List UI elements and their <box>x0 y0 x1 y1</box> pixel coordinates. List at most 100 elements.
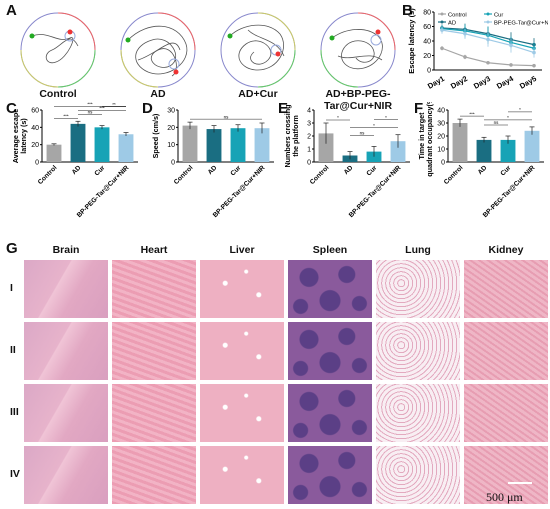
x-tick-label: AD <box>71 164 83 176</box>
panel-c-letter: C <box>6 100 17 117</box>
histology-tile-lung-iii <box>376 384 460 442</box>
y-tick-label: 2 <box>307 134 311 141</box>
y-tick-label: 0 <box>441 160 445 167</box>
bar <box>46 144 62 162</box>
y-tick-label: 4 <box>307 108 311 115</box>
y-axis-label: Time in target <box>418 112 426 160</box>
significance-label: *** <box>63 113 69 118</box>
significance-label: * <box>373 123 375 128</box>
x-tick-label: Cur <box>229 164 242 177</box>
significance-label: *** <box>469 111 475 116</box>
bar <box>390 141 406 162</box>
significance-label: ** <box>112 102 116 107</box>
histology-tile-liver-iv <box>200 446 284 504</box>
x-tick-label: Control <box>443 164 465 186</box>
panel-f-letter: F <box>414 100 424 117</box>
y-tick-label: 0 <box>307 160 311 167</box>
data-point <box>509 63 513 67</box>
x-tick-label: Day2 <box>449 74 469 91</box>
group-label-ad: AD <box>150 88 166 100</box>
bar <box>500 139 516 162</box>
bar <box>182 125 198 162</box>
significance-label: * <box>385 115 387 120</box>
histology-tile-kidney-ii <box>464 322 548 380</box>
histology-tile-brain-iv <box>24 446 108 504</box>
x-tick-label: Control <box>309 164 331 186</box>
histology-tile-liver-i <box>200 260 284 318</box>
significance-label: ns <box>360 131 366 136</box>
group-label-ad-cur: AD+Cur <box>238 88 278 100</box>
bar <box>230 128 246 162</box>
bar <box>452 123 468 162</box>
panel-e-letter: E <box>278 100 289 117</box>
y-axis-label: Numbers crossing <box>284 104 292 167</box>
data-point <box>463 55 467 59</box>
significance-label: ns <box>88 109 94 114</box>
y-tick-label: 40 <box>31 125 39 132</box>
row-label-iii: III <box>10 406 19 418</box>
maze-path-bp <box>320 12 396 88</box>
data-point <box>440 28 444 32</box>
bar <box>318 133 334 162</box>
legend-label: Control <box>448 13 467 19</box>
bar <box>366 151 382 162</box>
data-point <box>440 46 444 51</box>
legend-marker <box>486 20 490 24</box>
significance-label: *** <box>99 105 105 110</box>
scale-bar <box>508 482 532 484</box>
y-tick-label: 60 <box>31 108 39 115</box>
significance-label: * <box>337 115 339 120</box>
significance-label: * <box>519 107 521 112</box>
panel-b-letter: B <box>402 2 413 19</box>
maze-path-ad-cur <box>220 12 296 88</box>
histology-tile-spleen-iii <box>288 384 372 442</box>
histology-tile-spleen-i <box>288 260 372 318</box>
y-tick-label: 3 <box>307 121 311 128</box>
y-tick-label: 20 <box>423 53 431 60</box>
organ-title-kidney: Kidney <box>488 244 524 256</box>
row-label-iv: IV <box>10 468 20 480</box>
row-label-ii: II <box>10 344 16 356</box>
histology-tile-brain-ii <box>24 322 108 380</box>
bar <box>524 130 540 162</box>
histology-tile-heart-i <box>112 260 196 318</box>
significance-label: ns <box>224 114 230 119</box>
organ-title-liver: Liver <box>229 244 255 256</box>
histology-tile-lung-ii <box>376 322 460 380</box>
legend-label: Cur <box>494 13 503 19</box>
y-axis-label: quadrant occupancy(%) <box>425 102 434 177</box>
histology-tile-liver-iii <box>200 384 284 442</box>
data-point <box>463 31 467 36</box>
histology-tile-liver-ii <box>200 322 284 380</box>
histology-tile-brain-iii <box>24 384 108 442</box>
histology-tile-heart-ii <box>112 322 196 380</box>
organ-title-heart: Heart <box>140 244 168 256</box>
x-tick-label: AD <box>343 164 355 176</box>
y-tick-label: 30 <box>437 121 445 128</box>
x-tick-label: Cur <box>93 164 106 177</box>
panel-a-letter: A <box>6 2 17 19</box>
scale-bar-label: 500 μm <box>486 490 523 504</box>
y-tick-label: 40 <box>437 108 445 115</box>
y-tick-label: 30 <box>167 108 175 115</box>
bar <box>94 127 110 162</box>
organ-title-brain: Brain <box>52 244 80 256</box>
platform-crossing-bar-chart: 0 1 2 3 4 Numbers crossing the platform Control… <box>284 104 410 219</box>
row-label-i: I <box>10 282 13 294</box>
y-axis-label: Average escape <box>12 109 20 163</box>
x-tick-label: AD <box>207 164 219 176</box>
y-tick-label: 20 <box>31 142 39 149</box>
data-point <box>509 43 513 48</box>
y-tick-label: 0 <box>171 160 175 167</box>
y-tick-label: 40 <box>423 39 431 46</box>
legend-marker <box>486 12 490 16</box>
y-tick-label: 0 <box>427 68 431 75</box>
bar <box>118 134 134 162</box>
data-point <box>532 63 536 68</box>
group-label-bp: AD+BP-PEG-Tar@Cur+NIR <box>323 88 393 112</box>
significance-label: ns <box>494 120 500 125</box>
y-tick-label: 0 <box>35 160 39 167</box>
y-tick-label: 1 <box>307 147 311 154</box>
y-tick-label: 80 <box>423 10 431 17</box>
